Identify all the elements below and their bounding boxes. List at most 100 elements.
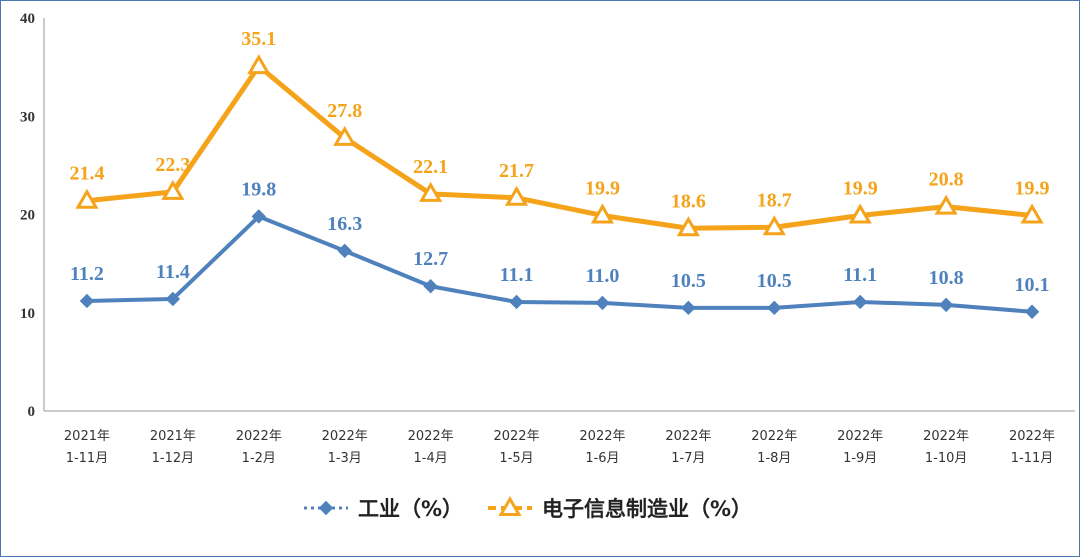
- x-tick-label-year: 2021年: [150, 429, 196, 444]
- legend-diamond-marker: [318, 500, 334, 516]
- x-tick-label-period: 1-5月: [499, 451, 533, 466]
- data-point-diamond: [1024, 304, 1040, 319]
- data-point-triangle: [504, 185, 529, 206]
- data-label: 11.4: [156, 261, 190, 283]
- x-tick-label-year: 2022年: [579, 429, 625, 444]
- x-tick-label: 2022年 1-3月: [322, 429, 368, 466]
- x-tick-label-period: 1-8月: [757, 451, 791, 466]
- data-label: 11.1: [500, 264, 534, 286]
- data-label: 18.6: [671, 190, 706, 212]
- legend: 工业（%） 电子信息制造业（%）: [304, 496, 752, 521]
- x-tick-label-period: 1-4月: [414, 451, 448, 466]
- x-tick-label-period: 1-11月: [1011, 451, 1054, 466]
- x-tick-label-period: 1-10月: [925, 451, 968, 466]
- data-label: 21.4: [69, 163, 104, 185]
- x-tick-label: 2022年 1-11月: [1009, 429, 1055, 466]
- x-tick-label-period: 1-11月: [66, 451, 109, 466]
- x-tick-label-year: 2022年: [408, 429, 454, 444]
- data-point-triangle: [590, 203, 615, 224]
- data-label: 19.8: [241, 178, 276, 200]
- data-label: 10.8: [929, 267, 964, 289]
- data-point-diamond: [165, 291, 181, 307]
- data-label: 35.1: [241, 28, 276, 50]
- legend-item-2: 电子信息制造业（%）: [488, 496, 752, 521]
- x-tick-label: 2022年 1-5月: [493, 429, 539, 466]
- data-label: 10.5: [671, 270, 706, 292]
- x-tick-label-period: 1-12月: [152, 451, 195, 466]
- data-label: 27.8: [327, 100, 362, 122]
- data-point-triangle: [333, 125, 357, 146]
- x-tick-label: 2022年 1-6月: [579, 429, 625, 466]
- legend-label: 工业（%）: [358, 497, 463, 521]
- data-point-triangle: [934, 194, 958, 215]
- legend-triangle-marker: [498, 496, 522, 516]
- x-tick-label-period: 1-7月: [671, 451, 705, 466]
- x-tick-label: 2022年 1-9月: [837, 429, 883, 466]
- data-label: 19.9: [1015, 177, 1050, 199]
- data-point-diamond: [853, 294, 868, 310]
- legend-item-1: 工业（%）: [304, 497, 463, 521]
- y-tick-label: 40: [20, 11, 35, 27]
- data-point-diamond: [79, 293, 95, 309]
- data-label: 19.9: [585, 177, 620, 199]
- legend-label: 电子信息制造业（%）: [542, 497, 752, 521]
- data-label: 10.1: [1015, 274, 1050, 296]
- y-tick-labels: 0 10 20 30 40: [20, 11, 35, 420]
- x-tick-label-year: 2022年: [236, 429, 282, 444]
- data-point-triangle: [75, 188, 99, 209]
- data-point-diamond: [251, 209, 266, 224]
- data-point-diamond: [681, 300, 696, 316]
- series-lines: [84, 63, 1035, 314]
- x-tick-label-period: 1-9月: [843, 451, 877, 466]
- x-tick-label: 2022年 1-7月: [665, 429, 711, 466]
- data-point-diamond: [337, 243, 352, 259]
- data-point-triangle: [848, 203, 872, 224]
- data-point-triangle: [161, 179, 185, 200]
- data-label: 21.7: [499, 160, 534, 182]
- data-label: 10.5: [757, 270, 792, 292]
- data-point-diamond: [767, 300, 782, 316]
- data-label: 19.9: [843, 177, 878, 199]
- data-point-triangle: [762, 215, 786, 236]
- data-label: 11.2: [70, 263, 104, 285]
- y-tick-label: 20: [20, 208, 35, 224]
- x-tick-label: 2021年 1-11月: [64, 429, 110, 466]
- data-label: 16.3: [327, 213, 362, 235]
- x-tick-label-period: 1-2月: [242, 451, 276, 466]
- x-tick-label-period: 1-3月: [328, 451, 362, 466]
- x-tick-label-year: 2022年: [322, 429, 368, 444]
- data-point-triangle: [419, 181, 443, 202]
- x-tick-label-year: 2022年: [751, 429, 797, 444]
- x-tick-label: 2022年 1-2月: [236, 429, 282, 466]
- data-label: 11.1: [843, 264, 877, 286]
- x-tick-label-year: 2022年: [923, 429, 969, 444]
- data-label: 20.8: [929, 169, 964, 191]
- x-tick-label: 2022年 1-4月: [408, 429, 454, 466]
- data-point-diamond: [423, 279, 438, 294]
- data-label: 12.7: [413, 248, 448, 270]
- x-tick-label-year: 2022年: [837, 429, 883, 444]
- data-label: 22.1: [413, 156, 448, 178]
- x-tick-label-year: 2022年: [493, 429, 539, 444]
- series-line-2: [84, 63, 1035, 231]
- series-line-1: [84, 214, 1035, 314]
- x-tick-label: 2021年 1-12月: [150, 429, 196, 466]
- y-tick-label: 0: [28, 404, 36, 420]
- series-markers: [75, 54, 1044, 319]
- x-tick-label-year: 2022年: [1009, 429, 1055, 444]
- data-label: 11.0: [586, 265, 620, 287]
- axes: [43, 18, 1075, 412]
- data-point-triangle: [676, 216, 700, 237]
- x-tick-label: 2022年 1-8月: [751, 429, 797, 466]
- data-point-diamond: [938, 297, 954, 313]
- data-labels: 11.2 11.4 19.8 16.3 12.7 11.1 11.0 10.5 10.5 11.1…: [69, 28, 1049, 296]
- x-tick-label-year: 2022年: [665, 429, 711, 444]
- x-tick-labels: 2021年1-11月2021年1-12月2022年1-2月2022年1-3月20…: [64, 429, 1055, 466]
- y-tick-label: 10: [20, 306, 35, 322]
- data-point-diamond: [509, 294, 524, 310]
- y-tick-label: 30: [20, 109, 35, 125]
- data-label: 22.3: [155, 154, 190, 176]
- data-point-diamond: [595, 295, 610, 311]
- x-tick-label-year: 2021年: [64, 429, 110, 444]
